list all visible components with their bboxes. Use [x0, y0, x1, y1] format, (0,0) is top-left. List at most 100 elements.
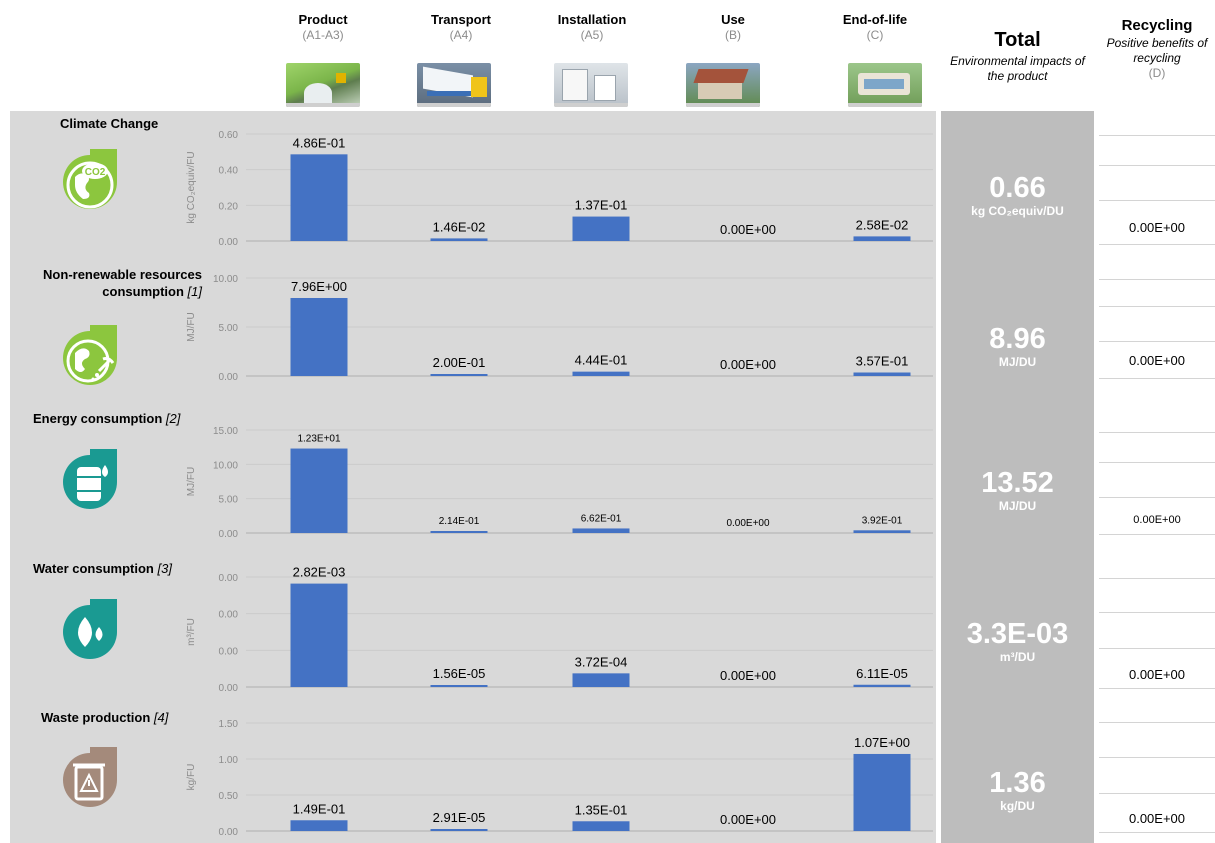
bar	[853, 372, 911, 376]
charts-panel	[10, 111, 936, 843]
recycling-value: 0.00E+00	[1128, 667, 1186, 682]
data-label: 6.11E-05	[856, 666, 908, 681]
stage-code: (B)	[725, 28, 741, 42]
y-axis-label: m³/FU	[186, 618, 197, 646]
y-tick-label: 0.00	[219, 610, 239, 621]
data-label: 1.46E-02	[433, 219, 486, 234]
y-tick-label: 10.00	[213, 274, 238, 285]
bar	[853, 530, 911, 533]
bar	[572, 821, 630, 831]
recycling-divider	[1099, 135, 1215, 136]
bar	[430, 685, 488, 687]
y-axis-label: kg CO₂equiv/FU	[186, 151, 197, 223]
data-label: 0.00E+00	[720, 357, 776, 372]
recycling-divider	[1099, 688, 1215, 689]
y-tick-label: 15.00	[213, 426, 238, 437]
total-unit: MJ/DU	[998, 355, 1037, 369]
bar	[430, 238, 488, 241]
indicator-note: [3]	[157, 561, 172, 576]
stage-header: Transport (A4)	[391, 12, 531, 42]
total-value: 1.36 kg/DU	[941, 767, 1094, 814]
total-unit: kg CO₂equiv/DU	[971, 204, 1064, 218]
recycling-subtitle: Positive benefits of recycling	[1106, 36, 1208, 65]
installation-thumbnail-icon	[554, 63, 628, 107]
total-unit: m³/DU	[999, 650, 1036, 664]
data-label: 1.49E-01	[293, 801, 346, 816]
y-tick-label: 0.40	[219, 166, 239, 177]
total-value: 3.3E-03 m³/DU	[941, 618, 1094, 665]
bar	[853, 236, 911, 241]
recycling-divider	[1099, 757, 1215, 758]
stage-code: (A4)	[449, 28, 473, 42]
stage-name: Product	[298, 12, 348, 27]
total-number: 0.66	[989, 172, 1046, 204]
y-tick-label: 0.50	[219, 791, 239, 802]
y-tick-label: 0.00	[219, 683, 239, 694]
earth-pickaxe-icon	[63, 325, 117, 385]
stage-header: End-of-life (C)	[805, 12, 945, 42]
y-tick-label: 1.00	[219, 755, 239, 766]
y-axis-label: MJ/FU	[186, 467, 197, 496]
y-tick-label: 5.00	[219, 495, 239, 506]
recycling-divider	[1099, 341, 1215, 342]
y-axis-label: MJ/FU	[186, 312, 197, 341]
data-label: 0.00E+00	[720, 812, 776, 827]
bar	[572, 371, 630, 376]
recycling-divider	[1099, 497, 1215, 498]
bar	[430, 531, 488, 533]
total-unit: MJ/DU	[998, 499, 1037, 513]
recycling-divider	[1099, 832, 1215, 833]
y-tick-label: 0.00	[219, 573, 239, 584]
recycling-divider	[1099, 578, 1215, 579]
recycling-divider	[1099, 612, 1215, 613]
recycling-title: Recycling	[1121, 17, 1193, 34]
data-label: 7.96E+00	[291, 279, 347, 294]
total-column	[941, 111, 1094, 843]
end-of-life-thumbnail-icon	[848, 63, 922, 107]
y-tick-label: 5.00	[219, 323, 239, 334]
indicator-title: Non-renewable resources consumption [1]	[22, 266, 202, 300]
recycling-divider	[1099, 200, 1215, 201]
recycling-divider	[1099, 378, 1215, 379]
bar	[290, 820, 348, 831]
data-label: 1.56E-05	[433, 666, 486, 681]
indicator-title: Waste production [4]	[41, 710, 168, 725]
y-tick-label: 0.60	[219, 130, 239, 141]
house-thumbnail-icon	[686, 63, 760, 107]
stage-header: Installation (A5)	[522, 12, 662, 42]
stage-code: (A5)	[580, 28, 604, 42]
product-thumbnail-icon	[286, 63, 360, 107]
data-label: 2.58E-02	[856, 217, 909, 232]
svg-text:CO2: CO2	[85, 167, 106, 178]
data-label: 6.62E-01	[581, 513, 622, 524]
total-number: 1.36	[989, 767, 1046, 799]
indicator-name: Energy consumption	[33, 411, 163, 426]
recycling-code: (D)	[1148, 66, 1166, 80]
bar	[853, 753, 911, 831]
recycling-divider	[1099, 462, 1215, 463]
total-unit: kg/DU	[1000, 799, 1035, 813]
bar	[572, 673, 630, 687]
stage-code: (A1-A3)	[302, 28, 344, 42]
total-title: Total	[994, 29, 1041, 51]
recycling-divider	[1099, 279, 1215, 280]
bar	[290, 448, 348, 533]
stage-code: (C)	[866, 28, 884, 42]
indicator-name: Waste production	[41, 710, 151, 725]
recycling-divider	[1099, 165, 1215, 166]
indicator-title: Climate Change	[60, 116, 158, 131]
data-label: 4.86E-01	[293, 135, 346, 150]
recycling-value: 0.00E+00	[1128, 811, 1186, 826]
total-value: 13.52 MJ/DU	[941, 467, 1094, 514]
data-label: 3.57E-01	[856, 354, 909, 369]
bar	[290, 154, 348, 241]
recycling-header: Recycling Positive benefits of recycling…	[1099, 16, 1215, 81]
total-number: 3.3E-03	[966, 618, 1069, 650]
data-label: 0.00E+00	[726, 518, 770, 529]
bar	[572, 528, 630, 533]
total-value: 8.96 MJ/DU	[941, 323, 1094, 370]
indicator-name: Non-renewable resources consumption	[43, 267, 202, 299]
indicator-name: Water consumption	[33, 561, 154, 576]
data-label: 0.00E+00	[720, 222, 776, 237]
impact-charts: 0.00 0.20 0.40 0.60 kg CO₂equiv/FU 4.86E-01 1.…	[186, 130, 933, 838]
